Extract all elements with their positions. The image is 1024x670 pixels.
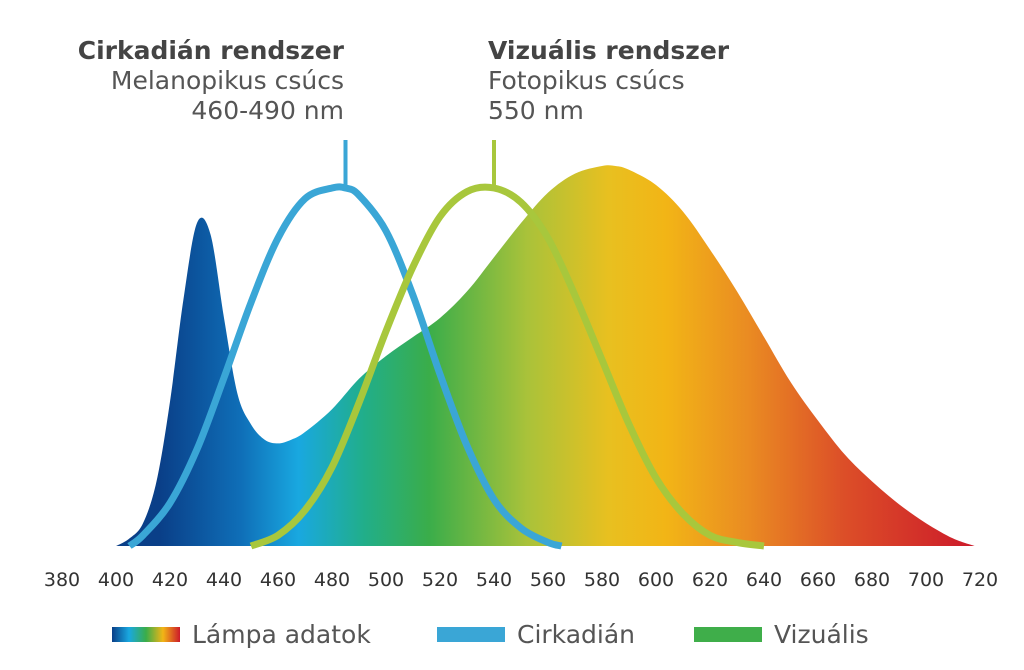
x-tick-label: 480 — [314, 569, 350, 591]
visual-curve — [249, 183, 765, 550]
legend-item-circadian: Cirkadián — [437, 619, 635, 649]
legend-swatch-lamp — [112, 626, 180, 642]
x-tick-label: 660 — [800, 569, 836, 591]
circadian-annotation-line2: 460-490 nm — [191, 96, 344, 125]
circadian-annotation-title: Cirkadián rendszer — [77, 36, 344, 65]
x-tick-label: 700 — [908, 569, 944, 591]
circadian-annotation-line1: Melanopikus csúcs — [110, 66, 344, 95]
legend-item-lamp: Lámpa adatok — [112, 619, 371, 649]
visual-annotation-title: Vizuális rendszer — [488, 36, 730, 65]
legend-label-circadian: Cirkadián — [517, 619, 636, 649]
x-axis-ticks: 380 400 420 440 460 480 500 520 540 560 580 600 620 6… — [44, 569, 998, 591]
x-tick-label: 380 — [44, 569, 80, 591]
lamp-spectrum-area — [116, 165, 975, 546]
x-tick-label: 520 — [422, 569, 458, 591]
circadian-curve — [127, 183, 563, 550]
x-tick-label: 440 — [206, 569, 242, 591]
legend-label-visual: Vizuális — [774, 619, 869, 649]
legend-item-visual: Vizuális — [694, 619, 869, 649]
x-tick-label: 460 — [260, 569, 296, 591]
x-tick-label: 540 — [476, 569, 512, 591]
x-tick-label: 620 — [692, 569, 728, 591]
x-tick-label: 500 — [368, 569, 404, 591]
visual-annotation-line1: Fotopikus csúcs — [488, 66, 685, 95]
legend-swatch-circadian — [437, 626, 505, 642]
x-tick-label: 400 — [98, 569, 134, 591]
x-tick-label: 420 — [152, 569, 188, 591]
x-tick-label: 720 — [962, 569, 998, 591]
x-tick-label: 680 — [854, 569, 890, 591]
visual-annotation: Vizuális rendszer Fotopikus csúcs 550 nm — [488, 36, 729, 126]
visual-annotation-line2: 550 nm — [488, 96, 584, 125]
x-tick-label: 560 — [530, 569, 566, 591]
x-tick-label: 580 — [584, 569, 620, 591]
circadian-annotation: Cirkadián rendszer Melanopikus csúcs 460… — [78, 36, 344, 126]
legend-label-lamp: Lámpa adatok — [192, 619, 371, 649]
legend-swatch-visual — [694, 626, 762, 642]
x-tick-label: 600 — [638, 569, 674, 591]
x-tick-label: 640 — [746, 569, 782, 591]
